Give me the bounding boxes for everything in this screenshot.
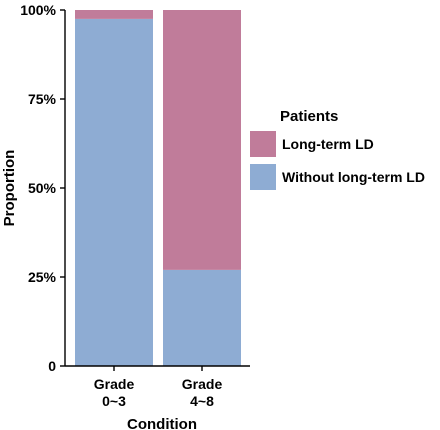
x-tick-label: 4~8: [190, 393, 214, 409]
bar-without-long-term-ld-0: [75, 18, 153, 367]
x-tick-label: 0~3: [102, 393, 126, 409]
legend-swatch-without-long-term-ld: [250, 164, 276, 190]
bars-layer: [75, 10, 241, 367]
y-tick-label: 0: [48, 358, 56, 374]
legend-swatch-long-term-ld: [250, 131, 276, 157]
bar-long-term-ld-1: [163, 10, 241, 270]
bar-without-long-term-ld-1: [163, 269, 241, 366]
legend-label: Without long-term LD: [282, 169, 425, 185]
legend: Patients Long-term LD Without long-term L…: [250, 108, 425, 190]
y-tick-label: 100%: [20, 2, 56, 18]
x-tick-label: Grade: [94, 376, 135, 392]
y-tick-label: 50%: [28, 180, 57, 196]
y-tick-label: 75%: [28, 91, 57, 107]
y-ticks: 0 25% 50% 75% 100%: [20, 2, 65, 374]
x-axis-title: Condition: [127, 416, 197, 430]
y-axis-title: Proportion: [1, 150, 18, 227]
bar-long-term-ld-0: [75, 10, 153, 19]
y-tick-label: 25%: [28, 269, 57, 285]
legend-label: Long-term LD: [282, 136, 374, 152]
x-tick-label: Grade: [182, 376, 223, 392]
legend-title: Patients: [280, 108, 338, 125]
